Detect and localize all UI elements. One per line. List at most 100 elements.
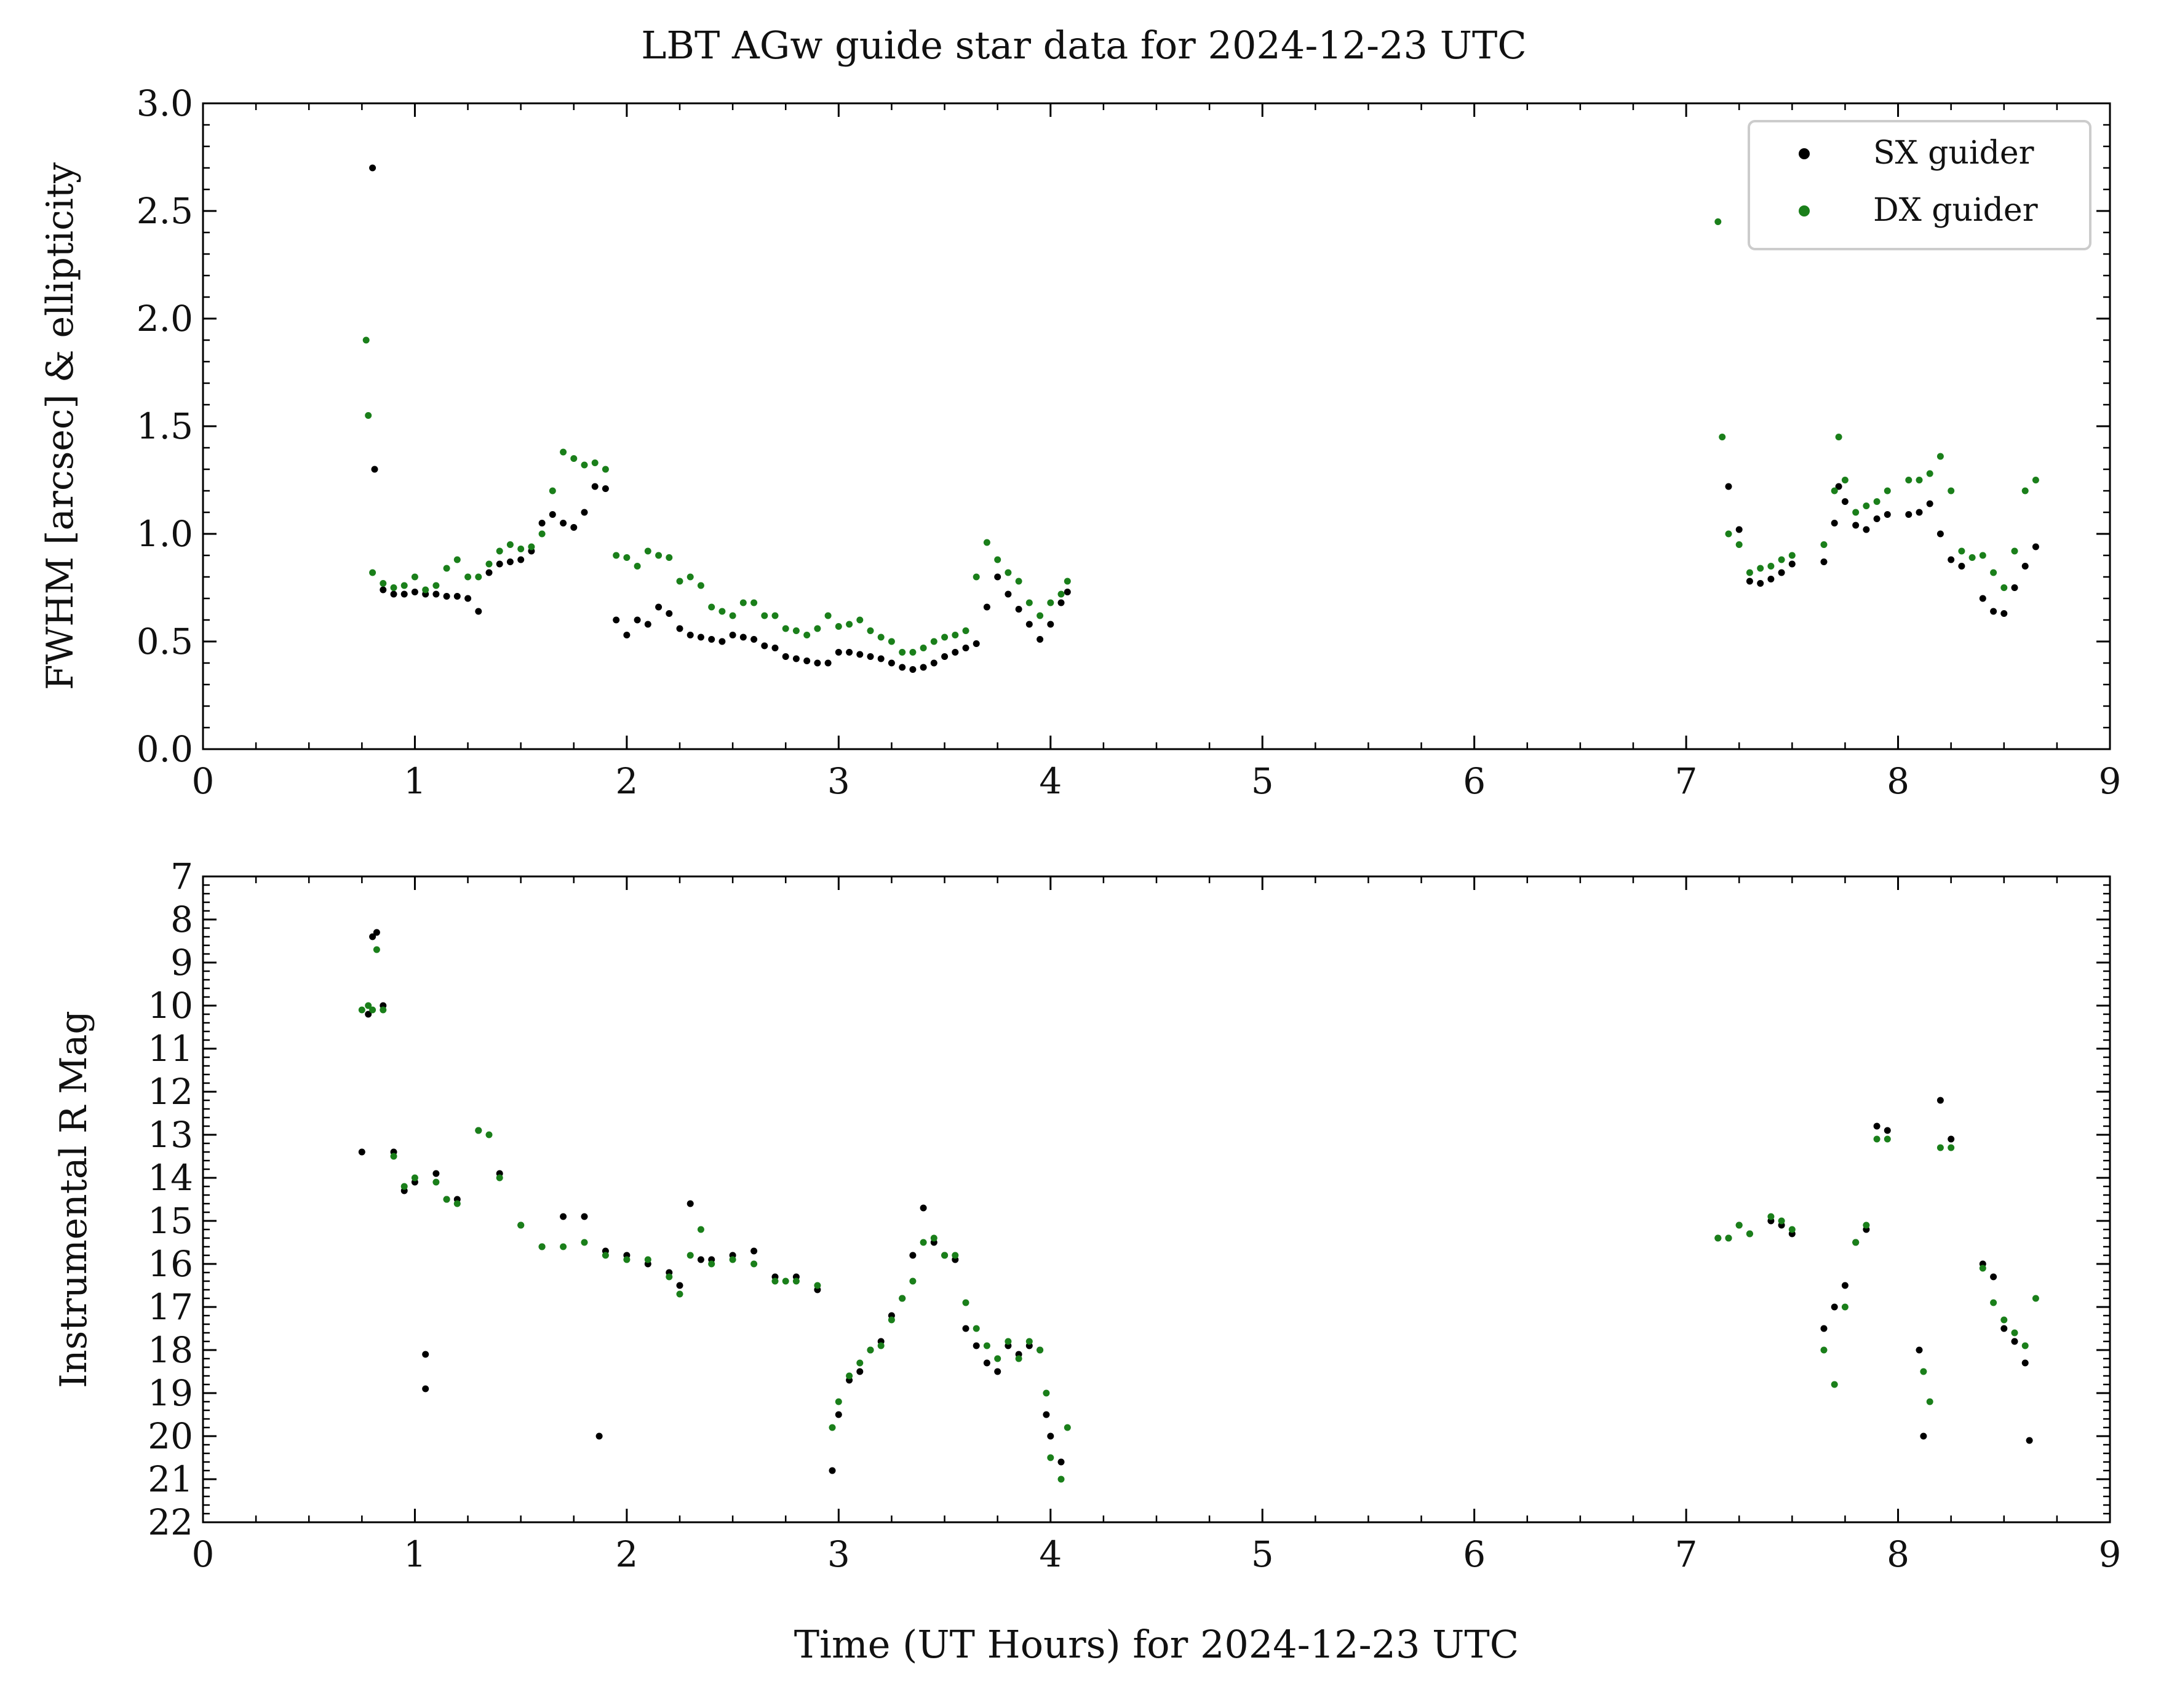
magnitude-x-tick-label: 2 [615, 1533, 638, 1575]
magnitude-dx-point [867, 1346, 874, 1354]
fwhm-sx-point [1905, 511, 1912, 518]
fwhm-dx-point [1948, 487, 1955, 495]
magnitude-sx-point [676, 1282, 683, 1289]
fwhm-dx-point [411, 573, 418, 581]
fwhm-x-tick-label: 3 [827, 760, 850, 802]
magnitude-x-tick-label: 9 [2099, 1533, 2122, 1575]
magnitude-dx-point [920, 1239, 927, 1246]
fwhm-dx-point [1725, 530, 1732, 538]
magnitude-y-tick-label: 11 [148, 1028, 193, 1070]
fwhm-sx-point [666, 610, 673, 617]
figure-title: LBT AGw guide star data for 2024-12-23 U… [641, 23, 1527, 68]
magnitude-dx-point [1820, 1346, 1828, 1354]
magnitude-y-tick-label: 16 [148, 1243, 193, 1285]
fwhm-dx-point [369, 569, 376, 576]
fwhm-dx-point [1746, 569, 1753, 576]
fwhm-dx-point [803, 632, 811, 638]
magnitude-xlabel: Time (UT Hours) for 2024-12-23 UTC [794, 1622, 1519, 1667]
magnitude-dx-point [973, 1325, 980, 1332]
fwhm-dx-point [856, 616, 864, 624]
fwhm-dx-point [1037, 612, 1044, 619]
magnitude-y-tick-label: 12 [148, 1071, 193, 1113]
magnitude-y-tick-label: 14 [148, 1157, 193, 1199]
fwhm-dx-point [2032, 477, 2039, 483]
fwhm-dx-point [729, 612, 736, 619]
fwhm-sx-point [581, 509, 588, 516]
magnitude-sx-point [358, 1148, 365, 1156]
fwhm-sx-point [400, 590, 408, 598]
magnitude-sx-point [829, 1467, 836, 1474]
fwhm-sx-point [591, 483, 599, 490]
magnitude-sx-point [1920, 1432, 1927, 1440]
magnitude-dx-point [1047, 1454, 1054, 1461]
fwhm-dx-point [1936, 453, 1944, 460]
magnitude-dx-point [2011, 1329, 2018, 1337]
magnitude-sx-point [560, 1213, 567, 1220]
fwhm-sx-point [560, 520, 567, 526]
fwhm-dx-point [422, 586, 429, 594]
magnitude-sx-point [369, 933, 376, 940]
fwhm-dx-point [496, 547, 503, 555]
magnitude-sx-point [1948, 1135, 1955, 1143]
fwhm-dx-point [634, 563, 641, 570]
magnitude-sx-point [2021, 1359, 2029, 1367]
fwhm-sx-point [2021, 563, 2029, 570]
fwhm-dx-point [581, 461, 588, 469]
fwhm-dx-point [877, 634, 885, 641]
magnitude-dx-point [782, 1277, 789, 1285]
magnitude-dx-point [1920, 1368, 1927, 1375]
magnitude-y-tick-label: 21 [148, 1458, 193, 1500]
fwhm-dx-point [867, 627, 874, 634]
magnitude-dx-point [1746, 1230, 1753, 1237]
fwhm-dx-point [1047, 599, 1054, 606]
magnitude-sx-point [595, 1432, 603, 1440]
fwhm-sx-point [1025, 621, 1033, 628]
fwhm-sx-point [718, 638, 726, 645]
magnitude-sx-point [1936, 1097, 1944, 1104]
magnitude-sx-point [1884, 1127, 1891, 1134]
magnitude-dx-point [1005, 1338, 1012, 1345]
fwhm-dx-point [1757, 565, 1764, 572]
magnitude-dx-point [517, 1221, 525, 1229]
fwhm-sx-point [909, 666, 917, 673]
fwhm-sx-point [2000, 610, 2008, 617]
fwhm-sx-point [549, 511, 556, 518]
fwhm-sx-point [602, 485, 609, 492]
fwhm-sx-point [771, 645, 779, 651]
fwhm-sx-point [496, 560, 503, 568]
fwhm-dx-point [2021, 487, 2029, 495]
fwhm-dx-point [591, 459, 599, 466]
magnitude-dx-point [1778, 1217, 1785, 1225]
magnitude-sx-point [1057, 1458, 1065, 1466]
fwhm-sx-point [1725, 483, 1732, 490]
magnitude-sx-point [909, 1252, 917, 1259]
fwhm-sx-point [803, 657, 811, 664]
magnitude-sx-point [422, 1385, 429, 1392]
fwhm-sx-point [952, 649, 959, 656]
magnitude-data-points [358, 929, 2039, 1483]
magnitude-dx-point [602, 1252, 609, 1259]
fwhm-sx-point [1841, 498, 1849, 505]
fwhm-sx-point [994, 573, 1001, 581]
fwhm-sx-point [1015, 606, 1022, 613]
fwhm-dx-point [750, 599, 758, 606]
legend-label-sx: SX guider [1873, 135, 2034, 172]
fwhm-sx-point [1047, 621, 1054, 628]
fwhm-dx-point [1873, 498, 1880, 505]
magnitude-dx-point [1852, 1239, 1860, 1246]
fwhm-x-tick-label: 0 [192, 760, 215, 802]
magnitude-dx-point [1057, 1476, 1065, 1483]
fwhm-sx-point [1057, 599, 1065, 606]
fwhm-axis-ticks: 0 1 2 3 4 5 6 7 8 9 0.0 0.5 1.0 1.5 2.0 2.5 3.0 [137, 82, 2122, 802]
magnitude-y-tick-label: 22 [148, 1501, 193, 1543]
magnitude-dx-point [750, 1260, 758, 1268]
fwhm-dx-point [453, 556, 461, 563]
magnitude-x-tick-label: 7 [1675, 1533, 1698, 1575]
magnitude-dx-point [877, 1342, 885, 1349]
magnitude-dx-point [1788, 1226, 1796, 1233]
magnitude-dx-point [432, 1178, 440, 1186]
magnitude-dx-point [952, 1252, 959, 1259]
magnitude-dx-point [1043, 1389, 1050, 1397]
fwhm-dx-point [528, 543, 535, 550]
magnitude-dx-point [475, 1127, 482, 1134]
